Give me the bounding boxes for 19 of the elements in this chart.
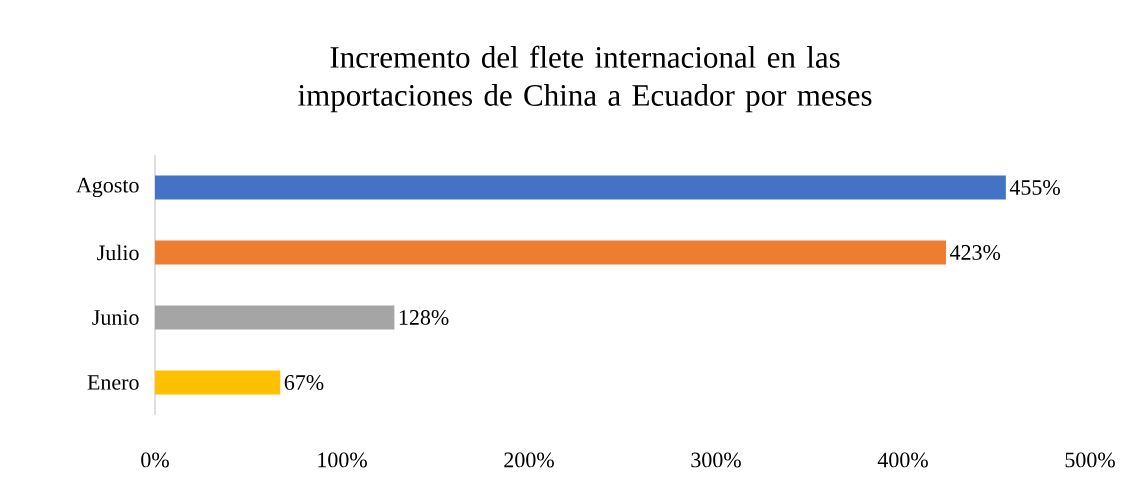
y-tick-label: Julio [97,244,139,261]
x-tick-label: 500% [1065,452,1115,468]
data-label: 67% [284,375,324,390]
x-tick-label: 100% [318,452,367,468]
y-tick-label: Junio [92,310,139,325]
bar [155,240,947,265]
bar [155,370,281,395]
chart-title: Incremento del flete internacional en las importaciones de China a Ecuador por meses [298,45,872,113]
bar [155,305,395,330]
bar [155,175,1006,200]
x-tick-label: 300% [691,452,741,468]
data-label: 455% [1009,180,1060,195]
y-tick-label: Enero [87,375,139,390]
x-tick-label: 400% [877,452,928,468]
x-tick-label: 200% [504,452,554,468]
data-label: 423% [949,245,1001,260]
x-tick-label: 0% [141,452,169,468]
data-label: 128% [399,310,449,325]
y-tick-label: Agosto [76,177,139,198]
